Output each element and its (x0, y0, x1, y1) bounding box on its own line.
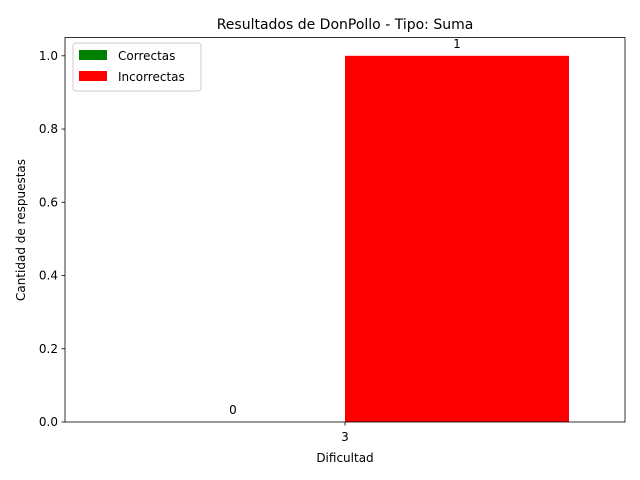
y-tick-label: 0.0 (39, 415, 58, 429)
y-tick-label: 0.6 (39, 195, 58, 209)
legend: Correctas Incorrectas (72, 42, 202, 92)
legend-swatch-correctas (79, 50, 107, 60)
legend-label-correctas: Correctas (118, 49, 175, 63)
y-axis-label: Cantidad de respuestas (14, 159, 28, 301)
y-tick-label: 0.2 (39, 342, 58, 356)
plot-area: 01 (229, 37, 569, 423)
y-axis: 0.0 0.2 0.4 0.6 0.8 1.0 (39, 49, 65, 429)
x-axis-label: Dificultad (316, 451, 373, 465)
y-tick-label: 0.8 (39, 122, 58, 136)
bar-incorrectas (345, 55, 569, 423)
y-tick-label: 1.0 (39, 49, 58, 63)
y-tick-label: 0.4 (39, 269, 58, 283)
chart-title: Resultados de DonPollo - Tipo: Suma (217, 17, 474, 33)
x-axis: 3 (341, 422, 349, 444)
data-label-correctas: 0 (229, 403, 237, 417)
data-label-incorrectas: 1 (453, 37, 461, 51)
legend-swatch-incorrectas (79, 71, 107, 81)
x-tick-label: 3 (341, 430, 349, 444)
legend-label-incorrectas: Incorrectas (118, 70, 185, 84)
